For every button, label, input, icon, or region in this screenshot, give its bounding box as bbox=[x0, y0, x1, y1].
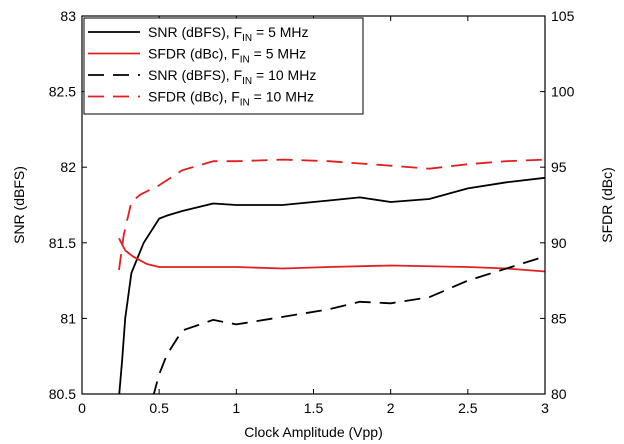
legend-label: SNR (dBFS), FIN = 5 MHz bbox=[148, 24, 309, 44]
x-tick-label: 2.5 bbox=[458, 400, 478, 416]
y-left-tick-label: 82 bbox=[60, 159, 76, 175]
y-left-tick-label: 81.5 bbox=[49, 235, 76, 251]
y-right-tick-label: 80 bbox=[551, 386, 567, 402]
y-left-tick-label: 83 bbox=[60, 8, 76, 24]
y-left-tick-label: 80.5 bbox=[49, 386, 76, 402]
legend-label: SFDR (dBc), FIN = 10 MHz bbox=[148, 89, 314, 109]
x-tick-label: 3 bbox=[541, 400, 549, 416]
x-tick-label: 0.5 bbox=[149, 400, 169, 416]
series-line-1 bbox=[118, 176, 545, 394]
y-left-tick-label: 82.5 bbox=[49, 84, 76, 100]
x-tick-label: 0 bbox=[78, 400, 86, 416]
y-right-tick-label: 95 bbox=[551, 159, 567, 175]
legend-label: SFDR (dBc), FIN = 5 MHz bbox=[148, 46, 306, 66]
legend-box bbox=[83, 17, 364, 115]
axis-ticks: 0 0.5 1 1.5 2 2.5 3 80.5 81 81.5 82 82.5 83 80 85 90 95 1… bbox=[49, 8, 575, 416]
y-axis-right-title: SFDR (dBc) bbox=[599, 167, 615, 242]
y-right-tick-label: 90 bbox=[551, 235, 567, 251]
y-axis-left-title: SNR (dBFS) bbox=[11, 166, 27, 244]
series-line-4 bbox=[118, 158, 545, 271]
x-tick-label: 1.5 bbox=[304, 400, 324, 416]
y-right-tick-label: 105 bbox=[551, 8, 575, 24]
x-axis-title: Clock Amplitude (Vpp) bbox=[244, 424, 383, 440]
series-line-2 bbox=[118, 237, 545, 273]
x-tick-label: 1 bbox=[232, 400, 240, 416]
legend-label: SNR (dBFS), FIN = 10 MHz bbox=[148, 67, 316, 87]
series-line-3 bbox=[152, 255, 545, 394]
x-tick-label: 2 bbox=[387, 400, 395, 416]
y-right-tick-label: 85 bbox=[551, 310, 567, 326]
y-right-tick-label: 100 bbox=[551, 84, 575, 100]
series-lines bbox=[118, 158, 545, 394]
y-left-tick-label: 81 bbox=[60, 310, 76, 326]
